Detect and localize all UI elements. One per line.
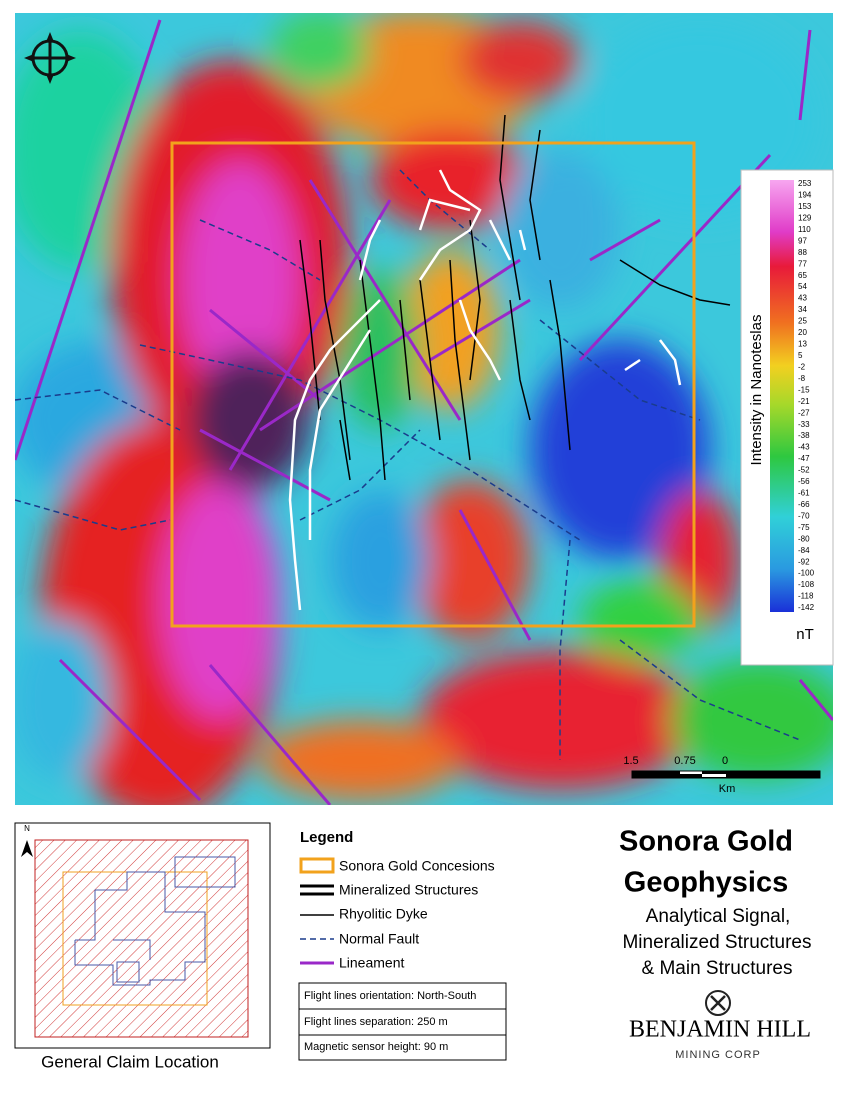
inset-caption: General Claim Location	[41, 1052, 219, 1071]
colorbar-label: -80	[798, 534, 810, 543]
title-line: Geophysics	[624, 867, 788, 899]
colorbar-label: 43	[798, 294, 807, 303]
subtitle-line: Analytical Signal,	[646, 906, 791, 927]
legend-item: Normal Fault	[339, 931, 419, 947]
colorbar-unit: nT	[796, 626, 814, 643]
colorbar-label: 25	[798, 317, 807, 326]
colorbar-label: -43	[798, 443, 810, 452]
inset-map: N General Claim Location	[14, 822, 271, 1071]
scale-unit: Km	[719, 783, 736, 795]
scale-label: 0.75	[674, 755, 695, 767]
colorbar-label: -27	[798, 408, 810, 417]
legend-note: Flight lines orientation: North-South	[304, 990, 476, 1002]
colorbar-label: -15	[798, 385, 810, 394]
concession-boundary	[170, 141, 696, 628]
colorbar-label: 110	[798, 225, 811, 234]
colorbar-label: -100	[798, 569, 815, 578]
colorbar-label: 34	[798, 305, 807, 314]
colorbar-label: 77	[798, 259, 807, 268]
legend: Legend Sonora Gold Concesions Mineralize…	[298, 829, 507, 1061]
legend-item: Sonora Gold Concesions	[339, 858, 495, 874]
colorbar-label: -61	[798, 489, 810, 498]
colorbar-title: Intensity in Nanoteslas	[748, 315, 765, 466]
colorbar-label: -70	[798, 511, 810, 520]
colorbar-label: 5	[798, 351, 803, 360]
colorbar-label: -66	[798, 500, 810, 509]
colorbar-label: -38	[798, 431, 810, 440]
colorbar-label: -108	[798, 580, 815, 589]
legend-note: Flight lines separation: 250 m	[304, 1016, 448, 1028]
colorbar-label: -8	[798, 374, 806, 383]
colorbar-label: -118	[798, 592, 814, 601]
legend-item: Lineament	[339, 955, 404, 971]
magnetic-map	[15, 13, 833, 805]
colorbar-label: -52	[798, 466, 810, 475]
colorbar-label: -142	[798, 603, 815, 612]
scale-label: 1.5	[623, 755, 638, 767]
colorbar-label: -47	[798, 454, 810, 463]
colorbar-label: 97	[798, 236, 807, 245]
subtitle-line: Mineralized Structures	[622, 932, 811, 953]
scale-bar: 1.5 0.75 0 Km	[623, 755, 821, 795]
legend-item: Rhyolitic Dyke	[339, 906, 428, 922]
colorbar-label: -21	[798, 397, 810, 406]
company-name: BENJAMIN HILL	[629, 1017, 811, 1043]
legend-note: Magnetic sensor height: 90 m	[304, 1041, 448, 1053]
colorbar: Intensity in Nanoteslas nT 253 194 153 129 1…	[740, 169, 834, 666]
colorbar-label: 194	[798, 191, 812, 200]
compass-logo	[24, 32, 76, 84]
company-tagline: MINING CORP	[675, 1049, 761, 1061]
subtitle-line: & Main Structures	[642, 958, 793, 979]
colorbar-gradient	[770, 180, 794, 612]
colorbar-label: 65	[798, 271, 807, 280]
colorbar-label: 129	[798, 213, 812, 222]
title-block: Sonora Gold Geophysics Analytical Signal…	[619, 826, 812, 979]
colorbar-label: 153	[798, 202, 812, 211]
title-line: Sonora Gold	[619, 826, 793, 858]
legend-item: Mineralized Structures	[339, 882, 478, 898]
colorbar-label: -84	[798, 546, 810, 555]
colorbar-label: 13	[798, 340, 807, 349]
colorbar-label: 20	[798, 328, 807, 337]
scale-label: 0	[722, 755, 728, 767]
north-label: N	[24, 824, 30, 833]
colorbar-label: -75	[798, 523, 810, 532]
colorbar-label: -2	[798, 362, 806, 371]
colorbar-label: -33	[798, 420, 810, 429]
colorbar-label: 88	[798, 248, 807, 257]
legend-title: Legend	[300, 829, 353, 846]
company-logo: BENJAMIN HILL MINING CORP	[629, 990, 811, 1061]
colorbar-label: -56	[798, 477, 810, 486]
colorbar-label: 253	[798, 179, 812, 188]
colorbar-label: 54	[798, 282, 807, 291]
colorbar-label: -92	[798, 557, 810, 566]
